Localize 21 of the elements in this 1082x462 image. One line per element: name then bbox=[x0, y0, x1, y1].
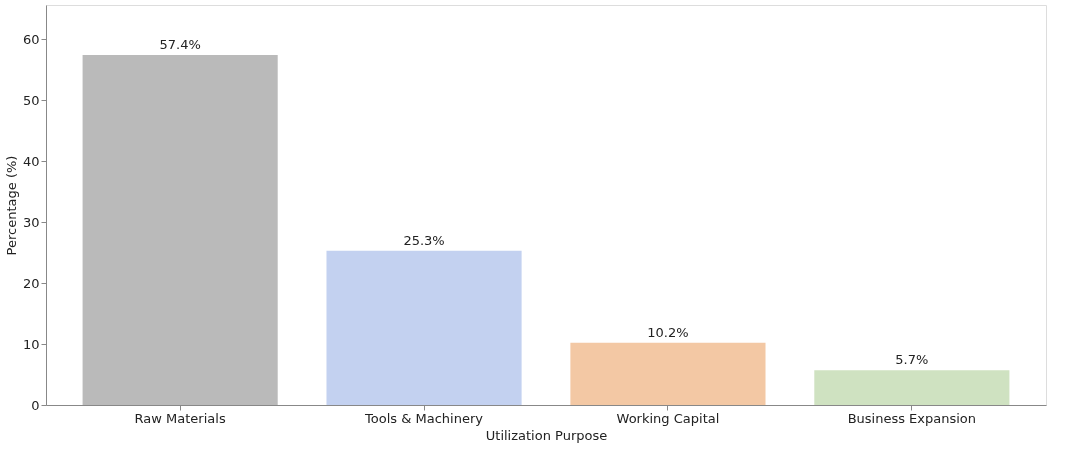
bar bbox=[570, 342, 766, 405]
x-axis-title: Utilization Purpose bbox=[485, 427, 608, 443]
y-tick-label: 30 bbox=[22, 214, 40, 230]
y-tick-label: 0 bbox=[31, 397, 40, 413]
bar bbox=[814, 370, 1010, 405]
y-axis-title: Percentage (%) bbox=[3, 155, 19, 256]
y-tick-label: 50 bbox=[22, 92, 40, 108]
y-tick-label: 10 bbox=[22, 336, 40, 352]
y-tick-label: 40 bbox=[22, 153, 40, 169]
x-tick-label: Business Expansion bbox=[847, 410, 977, 426]
x-tick-label: Tools & Machinery bbox=[364, 410, 484, 426]
bar bbox=[326, 250, 522, 405]
data-label: 10.2% bbox=[647, 324, 689, 340]
data-label: 57.4% bbox=[159, 37, 201, 52]
data-label: 25.3% bbox=[403, 232, 445, 248]
x-tick-label: Working Capital bbox=[616, 410, 720, 426]
data-label: 5.7% bbox=[895, 352, 929, 368]
bar bbox=[82, 55, 278, 405]
y-tick-label: 60 bbox=[22, 31, 40, 47]
x-tick-label: Raw Materials bbox=[134, 410, 226, 426]
y-tick-label: 20 bbox=[22, 275, 40, 291]
